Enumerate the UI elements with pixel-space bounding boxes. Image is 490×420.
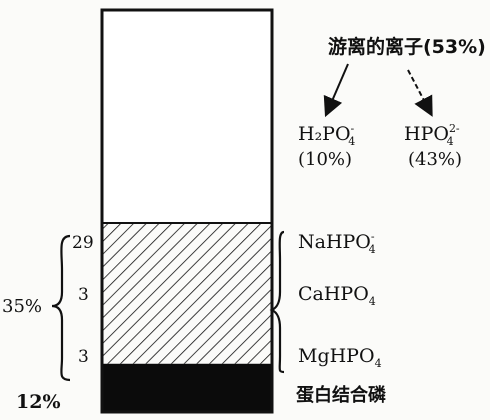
left-brace <box>51 234 71 382</box>
bar-outline <box>100 8 274 414</box>
ion-hpo4-formula: HPO2-4 <box>404 122 460 148</box>
value-nahpo4: 29 <box>72 233 94 253</box>
arrow-to-h2po4 <box>323 63 349 118</box>
bar-segment-protein-bound <box>102 363 272 412</box>
ion-h2po4-formula: H₂PO-4 <box>298 122 355 148</box>
ion-hpo4-percent: (43%) <box>408 149 462 170</box>
protein-bound-percent: 12% <box>16 391 61 413</box>
bar-segment-free-ions <box>102 10 272 224</box>
protein-bound-label: 蛋白结合磷 <box>296 384 387 406</box>
value-cahpo4: 3 <box>78 285 89 305</box>
value-mghpo4: 3 <box>78 347 89 367</box>
bar-segment-bound-phosphate <box>102 223 272 364</box>
formula-mghpo4: MgHPO4 <box>298 345 382 370</box>
stacked-bar <box>100 8 274 414</box>
arrow-to-hpo4 <box>407 69 433 117</box>
right-brace <box>269 230 285 374</box>
free-ions-label: 游离的离子(53%) <box>328 35 486 58</box>
formula-cahpo4: CaHPO4 <box>298 283 376 308</box>
ion-h2po4-percent: (10%) <box>298 149 352 170</box>
formula-nahpo4: NaHPO-4 <box>298 230 376 256</box>
bound-total-label: 35% <box>2 296 42 317</box>
